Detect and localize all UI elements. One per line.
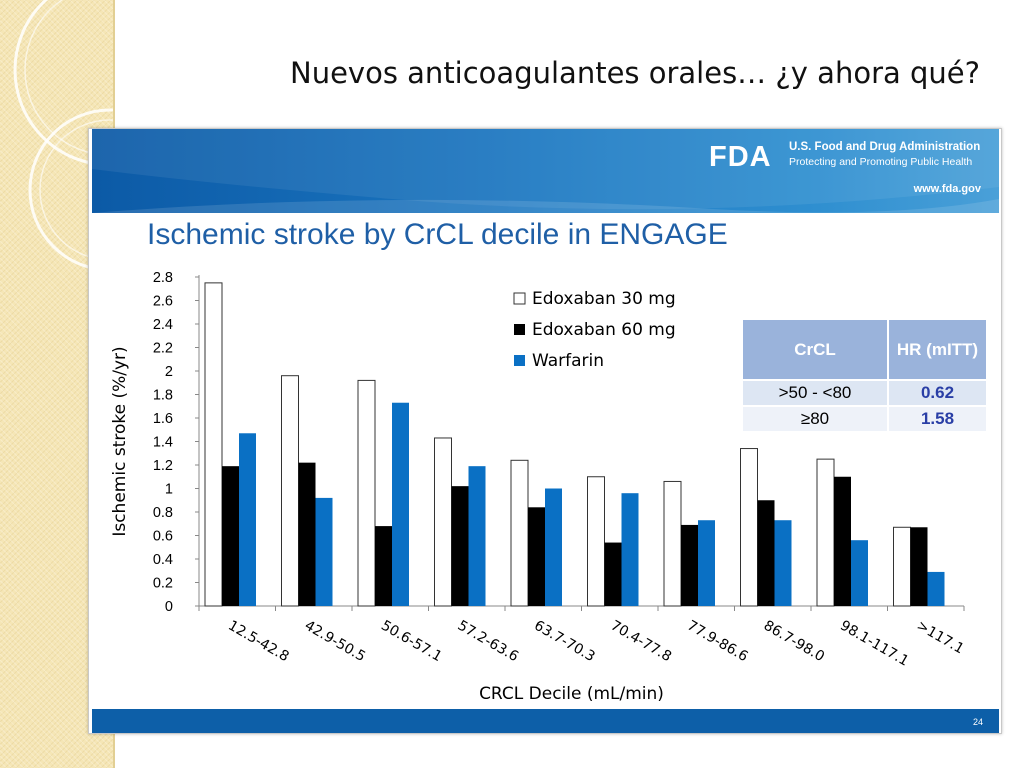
bar-edoxaban-30 <box>816 458 835 607</box>
y-tick-label: 0.6 <box>153 529 173 545</box>
bar-warfarin <box>392 402 409 606</box>
bar-edoxaban-60 <box>757 500 775 606</box>
hr-table-row: >50 - <80 0.62 <box>741 379 988 407</box>
bar-edoxaban-60 <box>910 527 928 606</box>
bar-edoxaban-60 <box>451 486 469 606</box>
x-tick-label: 42.9-50.5 <box>302 618 368 666</box>
x-tick-label: 63.7-70.3 <box>531 618 597 666</box>
y-tick-label: 1.4 <box>153 435 173 451</box>
bar-edoxaban-60 <box>298 462 316 606</box>
bar-warfarin <box>468 466 486 606</box>
embedded-slide: FDA U.S. Food and Drug Administration Pr… <box>88 128 1002 734</box>
y-tick-label: 1.2 <box>153 458 173 474</box>
slide-title: Nuevos anticoagulantes orales… ¿y ahora … <box>290 56 980 90</box>
x-tick-label: 77.9-86.6 <box>684 618 750 666</box>
x-axis: 12.5-42.8 42.9-50.5 50.6-57.1 57.2-63.6 63.7… <box>198 605 967 670</box>
legend-label: Edoxaban 30 mg <box>532 289 676 309</box>
y-tick-label: 0.2 <box>153 576 173 592</box>
x-tick-label: >117.1 <box>914 618 967 658</box>
y-tick-label: 1.6 <box>153 411 173 427</box>
legend-swatch <box>514 355 525 366</box>
hr-table-crcl-cell: >50 - <80 <box>741 379 889 407</box>
y-tick-label: 2.8 <box>153 270 173 286</box>
y-tick-label: 2.6 <box>153 294 173 310</box>
y-axis: 0 0.2 0.4 0.6 0.8 1 1.2 1.4 1.6 1.8 2 2.2 2.4 2.6 2.8 <box>153 270 200 615</box>
y-tick-label: 0.8 <box>153 505 173 521</box>
bar-warfarin <box>851 540 868 606</box>
bar-edoxaban-60 <box>222 466 239 606</box>
y-tick-label: 1 <box>165 482 173 498</box>
x-tick-label: 12.5-42.8 <box>225 618 291 666</box>
fda-agency-name: U.S. Food and Drug Administration <box>789 141 981 153</box>
bar-edoxaban-30 <box>510 459 529 607</box>
bar-warfarin <box>927 571 945 606</box>
bar-edoxaban-30 <box>204 282 223 607</box>
x-tick-label: 50.6-57.1 <box>378 618 444 666</box>
y-tick-label: 0 <box>165 599 173 615</box>
fda-logo: FDA <box>709 141 772 173</box>
bar-warfarin <box>545 488 562 606</box>
page-number: 24 <box>972 717 983 727</box>
hr-table-hr-cell: 0.62 <box>887 379 988 407</box>
bar-edoxaban-60 <box>834 476 851 606</box>
bar-chart: 00.20.40.60.811.21.41.61.822.22.42.62.8 … <box>110 270 967 704</box>
hr-table-crcl-cell: ≥80 <box>741 405 889 433</box>
hr-table-hr-cell: 1.58 <box>887 405 988 433</box>
y-tick-label: 2 <box>165 364 173 380</box>
legend-label: Edoxaban 60 mg <box>532 320 676 340</box>
fda-banner: FDA U.S. Food and Drug Administration Pr… <box>92 129 999 213</box>
legend-label: Warfarin <box>532 351 604 371</box>
y-tick-label: 0.4 <box>153 552 173 568</box>
legend: Edoxaban 30 mg Edoxaban 60 mg Warfarin <box>513 289 676 371</box>
bar-edoxaban-30 <box>587 476 605 607</box>
bar-warfarin <box>698 520 715 606</box>
hr-table: CrCL HR (mITT) >50 - <80 0.62 ≥80 1.58 <box>741 318 988 433</box>
y-tick-label: 1.8 <box>153 388 173 404</box>
bar-edoxaban-30 <box>663 480 682 607</box>
hr-table-row: ≥80 1.58 <box>741 405 988 433</box>
fda-url: www.fda.gov <box>913 183 981 195</box>
bar-warfarin <box>774 520 792 606</box>
bar-edoxaban-60 <box>604 542 622 606</box>
x-tick-label: 57.2-63.6 <box>455 618 521 666</box>
x-tick-label: 86.7-98.0 <box>761 618 827 666</box>
bar-warfarin <box>621 493 639 606</box>
bar-edoxaban-60 <box>681 524 698 606</box>
chart-title: Ischemic stroke by CrCL decile in ENGAGE <box>147 218 728 251</box>
banner-swoosh <box>92 129 999 213</box>
hr-table-header-crcl: CrCL <box>741 318 889 381</box>
bottom-bar: 24 <box>92 709 999 733</box>
x-tick-label: 98.1-117.1 <box>837 618 911 670</box>
legend-swatch <box>513 292 526 305</box>
bar-warfarin <box>239 433 256 606</box>
bars <box>204 282 945 607</box>
fda-tagline: Protecting and Promoting Public Health <box>789 156 973 168</box>
bar-edoxaban-30 <box>434 437 452 607</box>
legend-swatch <box>514 324 525 335</box>
bar-warfarin <box>315 497 333 606</box>
bar-edoxaban-60 <box>375 526 392 606</box>
hr-table-header-hr: HR (mITT) <box>887 318 988 381</box>
x-axis-label: CRCL Decile (mL/min) <box>479 684 664 704</box>
y-tick-label: 2.4 <box>153 317 173 333</box>
bar-edoxaban-30 <box>357 379 376 607</box>
y-axis-label: Ischemic stroke (%/yr) <box>110 346 130 536</box>
bar-edoxaban-30 <box>281 375 299 607</box>
bar-edoxaban-60 <box>528 507 545 606</box>
y-tick-label: 2.2 <box>153 341 173 357</box>
bar-edoxaban-30 <box>740 448 758 607</box>
bar-edoxaban-30 <box>893 526 911 607</box>
x-tick-label: 70.4-77.8 <box>608 618 674 666</box>
